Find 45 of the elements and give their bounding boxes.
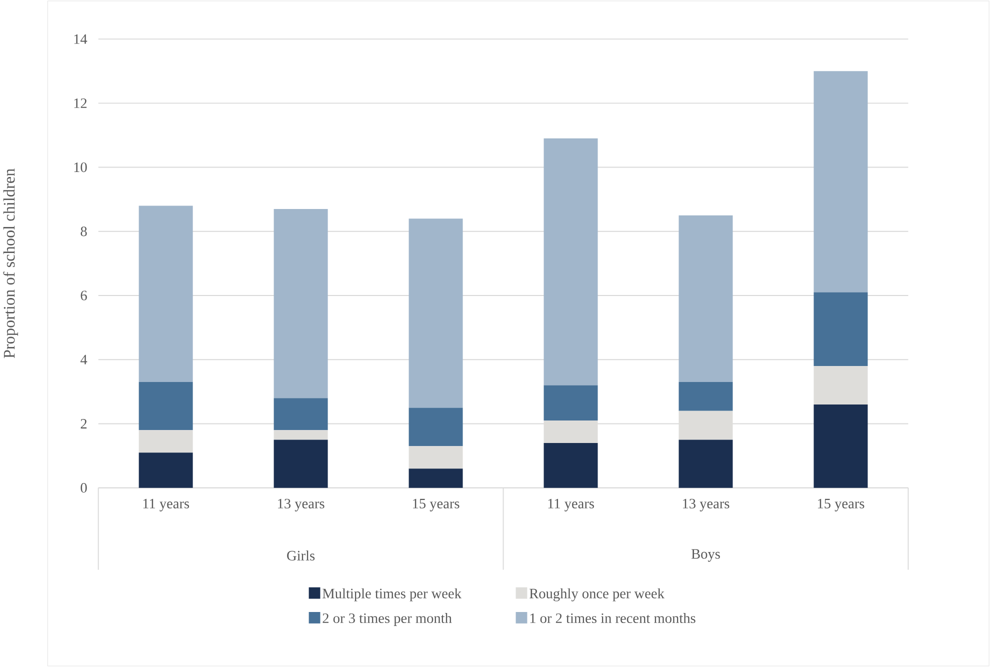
bar (274, 430, 328, 440)
y-tick-label: 0 (80, 483, 87, 493)
bar (678, 410, 733, 440)
bar (408, 468, 463, 488)
bar (814, 292, 868, 366)
x-tick-label: 13 years (278, 498, 324, 512)
bar (544, 385, 598, 421)
bar (678, 215, 733, 382)
bar (544, 442, 598, 488)
bar (814, 404, 868, 488)
bar (138, 382, 193, 430)
y-tick-label: 4 (80, 354, 88, 364)
x-tick-label: 15 years (818, 498, 864, 512)
legend-label: 2 or 3 times per month (322, 613, 452, 626)
y-tick-label: 14 (74, 34, 88, 44)
bar (544, 138, 598, 386)
x-tick-label: 11 years (548, 498, 594, 512)
x-tick-label: 11 years (143, 498, 190, 512)
legend-label: 1 or 2 times in recent months (530, 613, 696, 624)
y-axis-title: Proportion of school children (3, 168, 18, 358)
text: Girls (287, 550, 315, 561)
legend-label: Multiple times per week (322, 588, 462, 602)
x-tick-label: 15 years (413, 498, 460, 512)
bar (274, 208, 328, 398)
bar (814, 366, 868, 404)
bar (138, 430, 193, 453)
bar (408, 446, 463, 469)
y-tick-label: 2 (80, 419, 87, 428)
bar (678, 440, 733, 488)
y-tick-label: 12 (74, 98, 87, 108)
y-tick-label: 6 (80, 290, 87, 300)
bar (138, 206, 193, 382)
y-tick-label: 8 (80, 226, 87, 236)
x-tick-label: 13 years (682, 498, 730, 512)
bar (138, 452, 193, 488)
bar (544, 420, 598, 443)
text: Boys (691, 549, 720, 562)
bar (814, 71, 868, 292)
bar (678, 382, 733, 411)
bar (274, 398, 328, 430)
bar (408, 408, 463, 446)
y-tick-label: 10 (74, 162, 87, 172)
bar (408, 218, 463, 408)
bar (274, 440, 328, 488)
legend-label: Roughly once per week (530, 588, 664, 602)
